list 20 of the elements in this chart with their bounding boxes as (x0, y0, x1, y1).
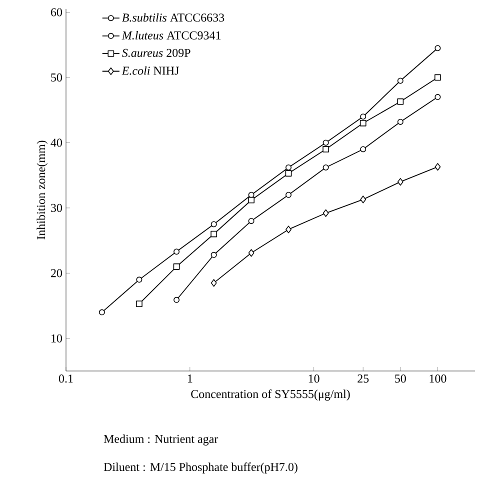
x-tick-label: 50 (395, 374, 406, 383)
y-tick-label: 30 (51, 204, 62, 212)
y-tick-label: 60 (50, 8, 62, 16)
y-axis-title: Inhibition zone(mm) (36, 140, 48, 240)
text: Medium : Nutrient agar (104, 434, 218, 446)
legend-label: E.coli NIHJ (122, 66, 179, 75)
y-tick-label: 40 (50, 138, 62, 147)
y-tick-label: 50 (51, 73, 62, 82)
legend-label: B.subtilis ATCC6633 (122, 13, 224, 22)
x-tick-label: 100 (430, 374, 446, 383)
x-tick-label: 25 (358, 374, 369, 383)
legend-label: S.aureus 209P (122, 48, 190, 57)
x-tick-label: 1 (188, 374, 192, 382)
text: Diluent : M/15 Phosphate buffer(pH7.0) (104, 462, 298, 474)
x-tick-label: 0.1 (58, 374, 73, 383)
x-tick-label: 10 (308, 374, 320, 383)
legend-label: M.luteus ATCC9341 (122, 31, 221, 40)
x-axis-title: Concentration of SY5555(μg/ml) (191, 390, 350, 401)
y-tick-label: 10 (52, 334, 62, 342)
y-tick-label: 20 (51, 269, 62, 278)
